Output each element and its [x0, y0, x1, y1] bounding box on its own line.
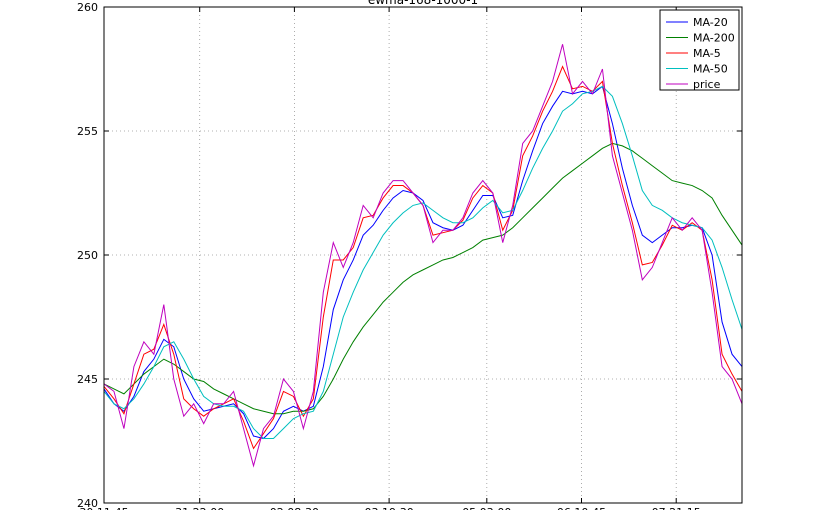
plot-frame — [103, 6, 743, 504]
y-tick-label: 240 — [77, 497, 98, 510]
legend-label: MA-5 — [693, 47, 721, 60]
y-tick-label: 255 — [77, 125, 98, 138]
legend-label: MA-50 — [693, 63, 728, 76]
chart-title: ewma-168-1000-1 — [368, 0, 478, 7]
x-tick-label: 03 19:30 — [365, 506, 414, 510]
x-tick-label: 07 21:15 — [652, 506, 701, 510]
x-tick-label: 02 08:30 — [270, 506, 319, 510]
x-tick-label: 30 11:45 — [79, 506, 128, 510]
legend-label: MA-20 — [693, 16, 728, 29]
legend-box — [659, 9, 740, 91]
x-tick-label: 05 03:00 — [462, 506, 511, 510]
series-line — [103, 142, 743, 415]
y-tick-label: 250 — [77, 249, 98, 262]
x-tick-label: 31 22:00 — [175, 506, 224, 510]
legend: MA-20 MA-200 MA-5 MA-50 price — [659, 9, 740, 91]
series-line — [103, 85, 743, 440]
legend-label: price — [693, 78, 721, 91]
series-line — [103, 44, 743, 468]
x-tick-label: 06 10:45 — [557, 506, 606, 510]
y-tick-label: 245 — [77, 373, 98, 386]
legend-label: MA-200 — [693, 32, 735, 45]
y-tick-label: 260 — [77, 1, 98, 14]
